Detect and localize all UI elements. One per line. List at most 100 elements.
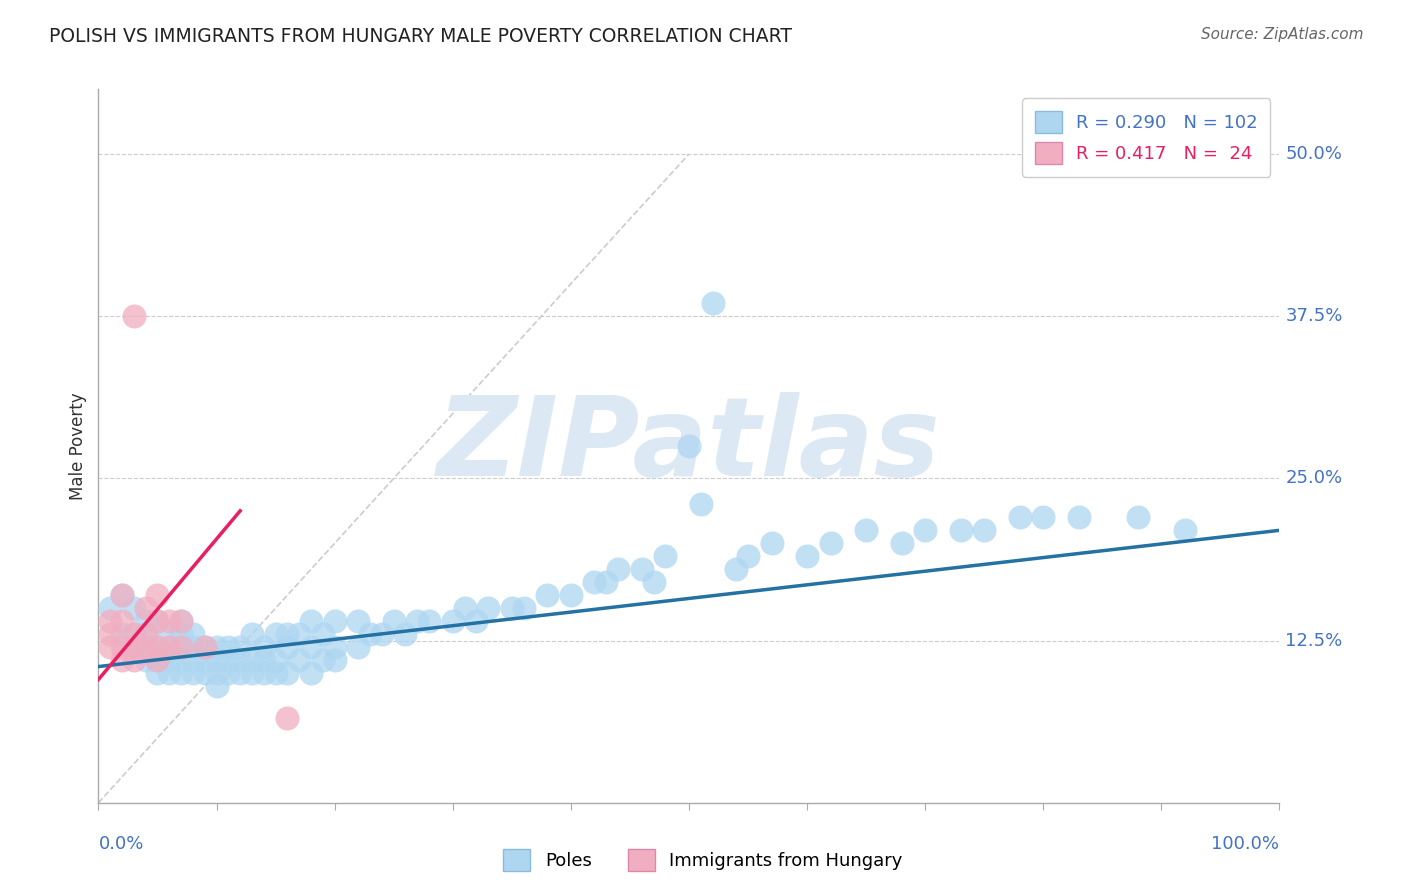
Text: POLISH VS IMMIGRANTS FROM HUNGARY MALE POVERTY CORRELATION CHART: POLISH VS IMMIGRANTS FROM HUNGARY MALE P… [49, 27, 792, 45]
Point [253, 653, 276, 667]
Point [146, 614, 169, 628]
Point [240, 627, 263, 641]
Point [441, 614, 464, 628]
Point [240, 666, 263, 681]
Point [1032, 510, 1054, 524]
Point [973, 524, 995, 538]
Point [146, 640, 169, 654]
Point [111, 588, 134, 602]
Point [170, 614, 193, 628]
Point [98, 601, 121, 615]
Point [276, 711, 298, 725]
Point [1067, 510, 1090, 524]
Point [111, 588, 134, 602]
Point [111, 614, 134, 628]
Point [418, 614, 440, 628]
Point [253, 666, 276, 681]
Point [583, 575, 606, 590]
Point [949, 524, 972, 538]
Point [111, 653, 134, 667]
Point [146, 640, 169, 654]
Point [135, 640, 157, 654]
Point [194, 640, 217, 654]
Text: 100.0%: 100.0% [1212, 835, 1279, 853]
Point [264, 653, 287, 667]
Point [264, 666, 287, 681]
Point [914, 524, 936, 538]
Point [135, 653, 157, 667]
Point [170, 640, 193, 654]
Point [501, 601, 523, 615]
Point [595, 575, 617, 590]
Point [146, 666, 169, 681]
Point [453, 601, 475, 615]
Point [194, 653, 217, 667]
Point [761, 536, 783, 550]
Point [157, 627, 180, 641]
Point [607, 562, 630, 576]
Point [299, 614, 322, 628]
Point [170, 666, 193, 681]
Point [276, 640, 298, 654]
Point [796, 549, 818, 564]
Point [181, 627, 204, 641]
Point [323, 640, 346, 654]
Point [382, 614, 405, 628]
Point [264, 627, 287, 641]
Point [630, 562, 652, 576]
Point [820, 536, 842, 550]
Point [217, 666, 239, 681]
Point [347, 614, 370, 628]
Point [122, 601, 145, 615]
Point [394, 627, 416, 641]
Point [253, 640, 276, 654]
Point [678, 439, 700, 453]
Point [205, 679, 228, 693]
Point [98, 640, 121, 654]
Point [240, 653, 263, 667]
Point [477, 601, 499, 615]
Point [181, 653, 204, 667]
Point [181, 640, 204, 654]
Point [122, 640, 145, 654]
Point [194, 640, 217, 654]
Point [157, 666, 180, 681]
Point [135, 640, 157, 654]
Point [347, 640, 370, 654]
Point [855, 524, 877, 538]
Point [98, 627, 121, 641]
Point [512, 601, 534, 615]
Point [122, 627, 145, 641]
Point [146, 653, 169, 667]
Point [205, 653, 228, 667]
Point [560, 588, 582, 602]
Point [205, 640, 228, 654]
Point [157, 614, 180, 628]
Point [299, 666, 322, 681]
Text: 37.5%: 37.5% [1285, 307, 1343, 326]
Point [229, 640, 252, 654]
Point [536, 588, 558, 602]
Point [205, 666, 228, 681]
Point [157, 640, 180, 654]
Point [229, 666, 252, 681]
Point [299, 640, 322, 654]
Point [181, 666, 204, 681]
Point [371, 627, 394, 641]
Point [135, 627, 157, 641]
Point [1174, 524, 1197, 538]
Point [157, 640, 180, 654]
Text: 50.0%: 50.0% [1285, 145, 1343, 163]
Point [122, 627, 145, 641]
Point [170, 614, 193, 628]
Point [323, 653, 346, 667]
Legend: R = 0.290   N = 102, R = 0.417   N =  24: R = 0.290 N = 102, R = 0.417 N = 24 [1022, 98, 1271, 177]
Point [170, 653, 193, 667]
Point [146, 653, 169, 667]
Point [122, 640, 145, 654]
Point [135, 601, 157, 615]
Point [276, 627, 298, 641]
Point [288, 653, 311, 667]
Point [111, 627, 134, 641]
Point [276, 666, 298, 681]
